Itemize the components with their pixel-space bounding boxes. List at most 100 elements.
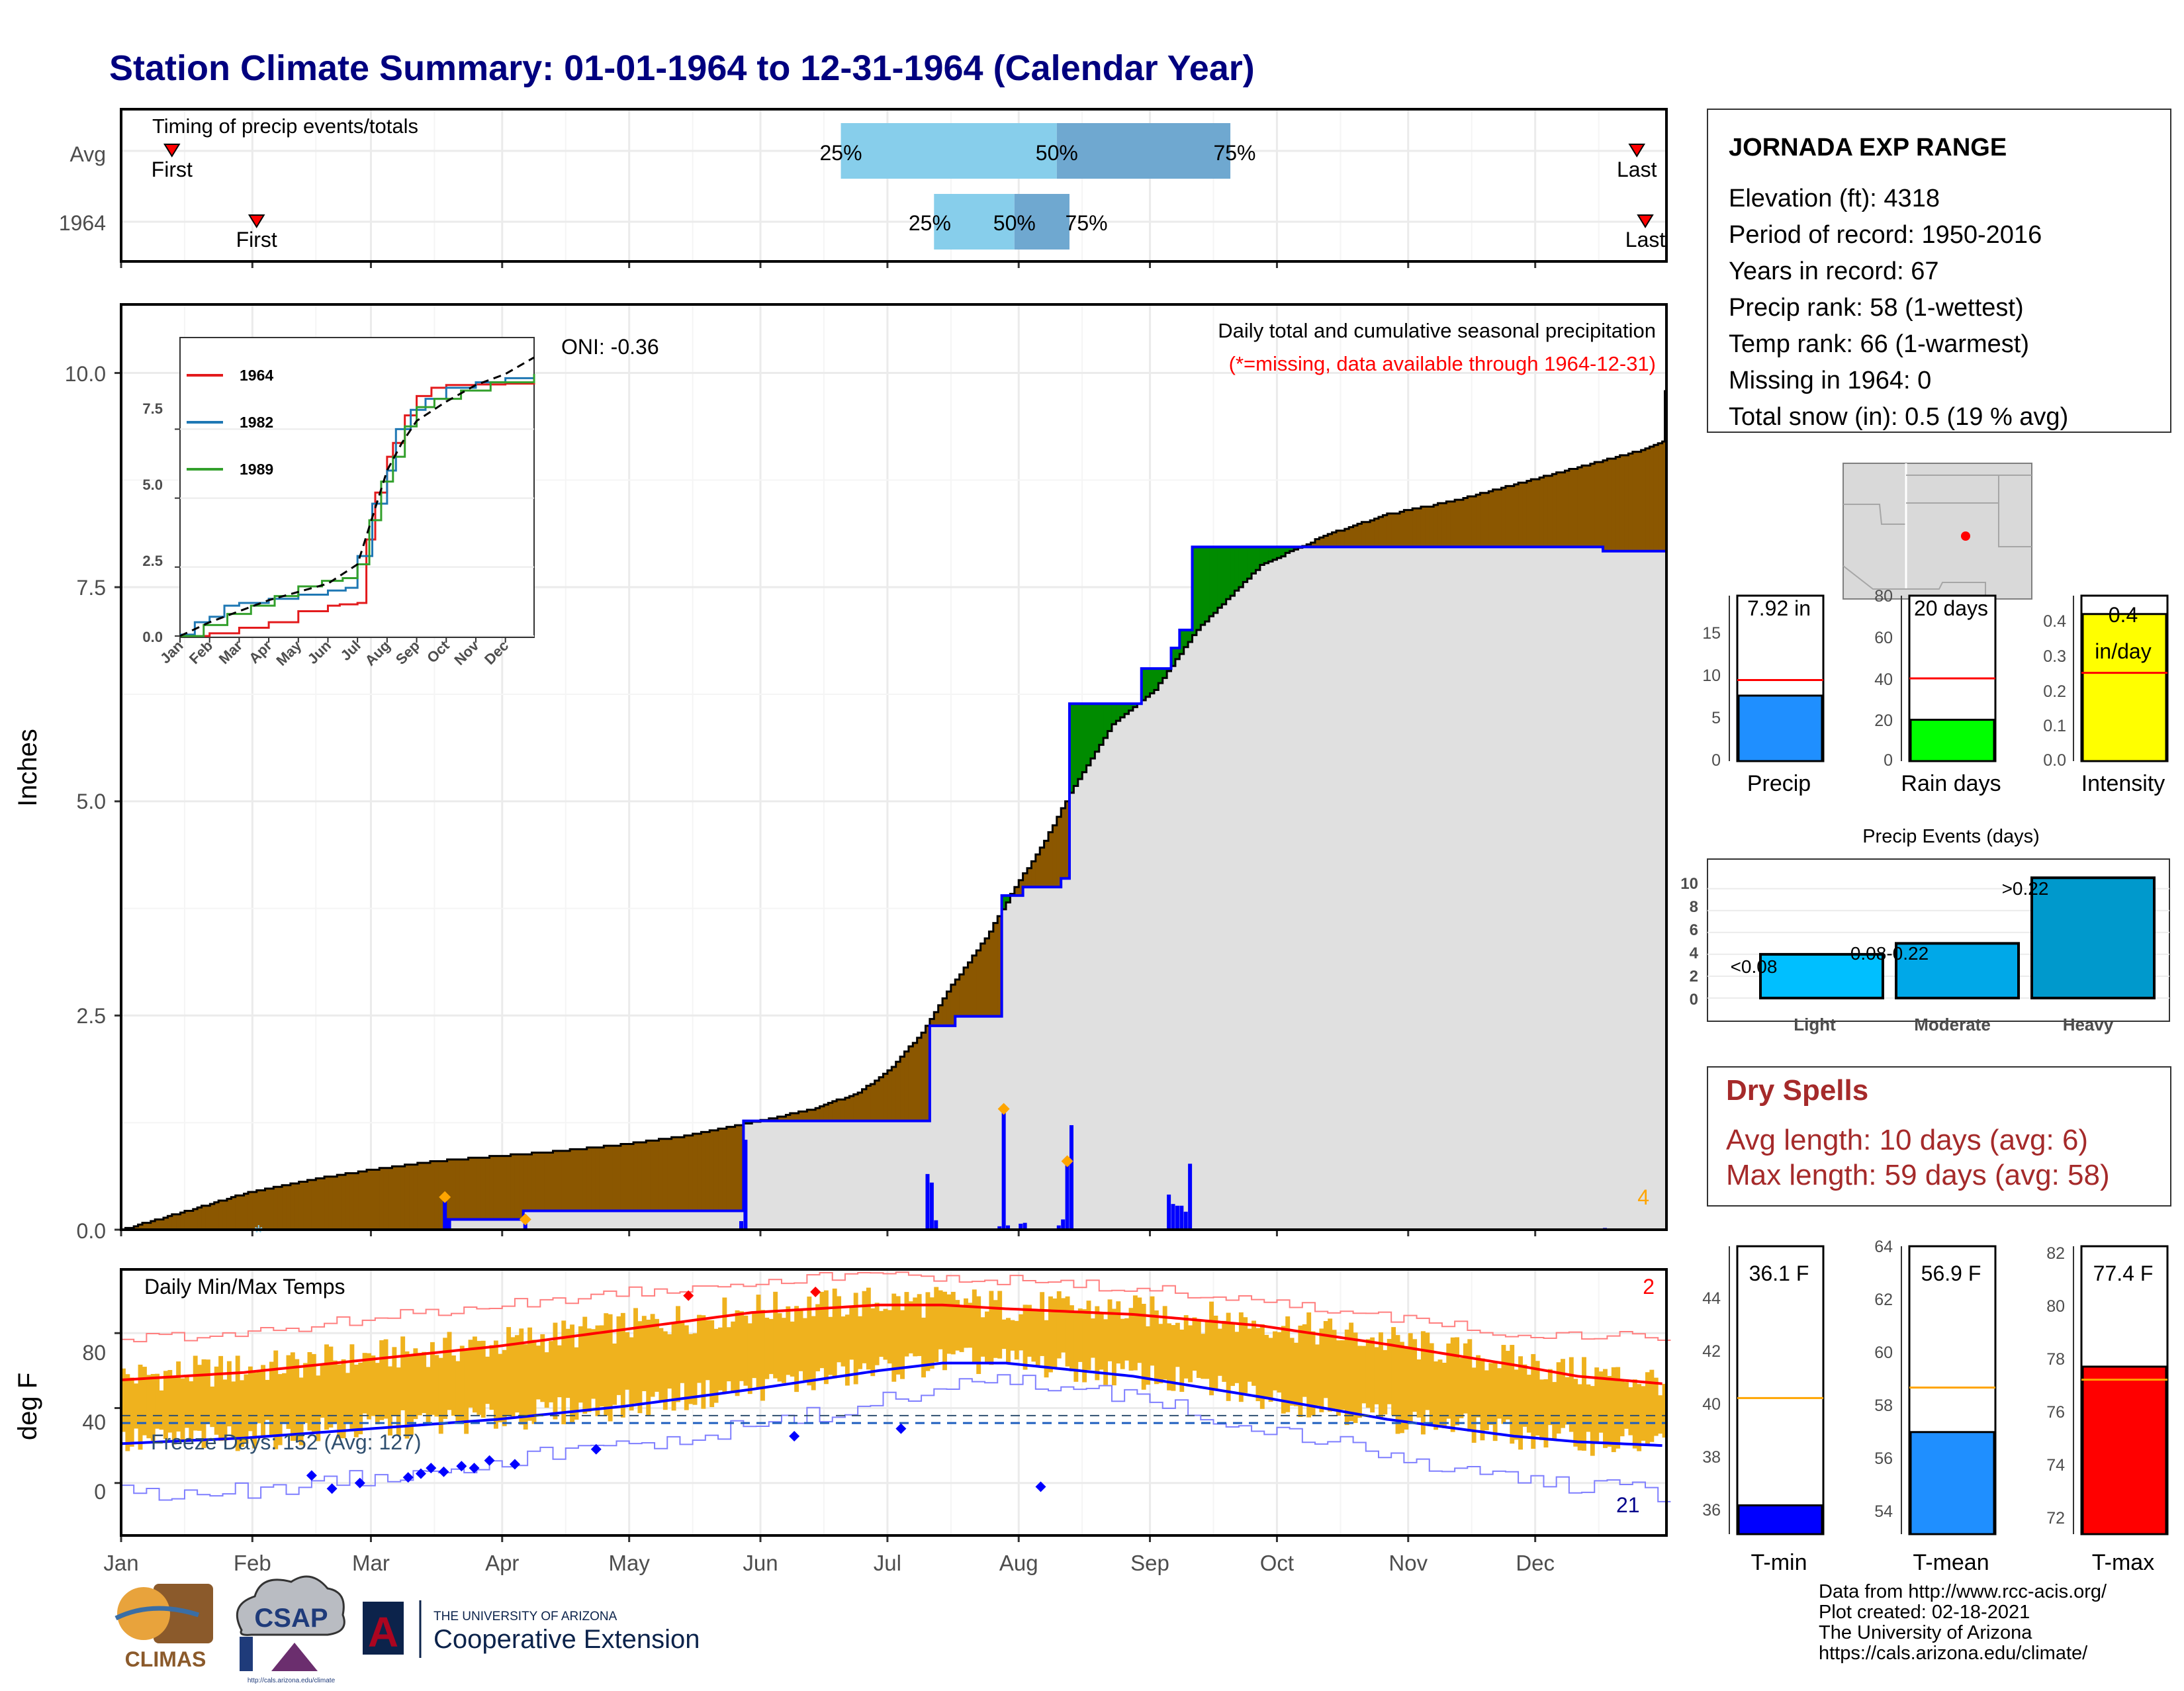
- precip-deficit-column: [900, 1056, 905, 1121]
- precip-deficit-column: [510, 1154, 516, 1220]
- daily-temp-range-bar: [1277, 1332, 1282, 1393]
- daily-temp-range-bar: [134, 1383, 139, 1429]
- daily-temp-range-bar: [1175, 1322, 1180, 1367]
- precip-surplus-column: [1179, 629, 1185, 655]
- daily-temp-range-bar: [1484, 1370, 1489, 1431]
- precip-deficit-column: [633, 1142, 639, 1211]
- daily-temp-range-bar: [1510, 1345, 1515, 1444]
- daily-temp-range-bar: [591, 1329, 596, 1399]
- daily-temp-range-bar: [150, 1374, 156, 1441]
- daily-temp-range-bar: [540, 1334, 545, 1402]
- precip-deficit-column: [1624, 455, 1629, 551]
- daily-temp-range-bar: [887, 1310, 892, 1364]
- daily-temp-range-bar: [180, 1378, 185, 1441]
- daily-temp-range-bar: [1247, 1328, 1252, 1382]
- precip-deficit-column: [819, 1106, 825, 1121]
- daily-temp-range-bar: [620, 1312, 625, 1418]
- tmean-tick-58: 58: [1874, 1396, 1893, 1415]
- daily-temp-range-bar: [1146, 1326, 1151, 1385]
- dry-spells-frame: [1707, 1066, 2171, 1207]
- timing-year-label: 1964: [59, 211, 106, 235]
- daily-temp-range-bar: [980, 1317, 985, 1357]
- year-q75-label: 75%: [1066, 211, 1108, 235]
- precip-deficit-column: [286, 1185, 291, 1230]
- csap-logo-mountain: [271, 1643, 318, 1671]
- daily-temp-range-bar: [1594, 1367, 1600, 1443]
- daily-temp-range-bar: [633, 1308, 638, 1404]
- precip-deficit-column: [1526, 480, 1531, 547]
- daily-temp-range-bar: [1561, 1359, 1565, 1428]
- daily-temp-range-bar: [1497, 1368, 1502, 1419]
- precip-subtitle: (*=missing, data available through 1964-…: [1229, 352, 1656, 375]
- events-cat-heavy: Heavy: [2063, 1015, 2114, 1034]
- daily-temp-range-bar: [739, 1311, 744, 1381]
- station-line-snow: Total snow (in): 0.5 (19 % avg): [1729, 403, 2068, 431]
- precip-deficit-column: [929, 1019, 934, 1026]
- raindays-tick-0: 0: [1884, 751, 1893, 770]
- summary-bar-precip: [1737, 694, 1823, 762]
- tmin-tick-44: 44: [1702, 1289, 1721, 1308]
- events-tick-10: 10: [1680, 875, 1698, 893]
- daily-temp-range-bar: [1040, 1292, 1045, 1356]
- daily-temp-range-bar: [1188, 1325, 1193, 1383]
- precip-surplus-column: [1111, 704, 1116, 725]
- month-label-jun: Jun: [743, 1551, 778, 1575]
- precip-deficit-column: [1450, 501, 1455, 547]
- daily-temp-range-bar: [404, 1351, 410, 1439]
- tmean-tick-54: 54: [1874, 1502, 1893, 1521]
- precip-deficit-column: [231, 1197, 236, 1230]
- inset-lines: [175, 356, 535, 637]
- precip-deficit-column: [1484, 492, 1489, 547]
- precip-deficit-column: [1594, 462, 1600, 547]
- precip-deficit-column: [167, 1216, 173, 1230]
- daily-temp-range-bar: [1069, 1305, 1074, 1371]
- daily-temp-range-bar: [210, 1386, 215, 1428]
- precip-deficit-column: [197, 1207, 203, 1230]
- precip-deficit-column: [1471, 496, 1477, 547]
- daily-temp-range-bar: [811, 1316, 816, 1391]
- tmean-tick-56: 56: [1874, 1449, 1893, 1468]
- events-bars: [1707, 876, 2169, 1000]
- daily-temp-range-bar: [1077, 1308, 1083, 1362]
- daily-temp-range-bar: [1628, 1387, 1633, 1436]
- daily-temp-range-bar: [1522, 1364, 1527, 1427]
- precip-deficit-column: [295, 1183, 300, 1230]
- precip-ytick-4: 10.0: [65, 362, 106, 386]
- precip-deficit-column: [189, 1211, 194, 1230]
- tmean-value-text: 56.9 F: [1921, 1261, 1981, 1285]
- precip-deficit-column: [1052, 825, 1058, 888]
- daily-temp-range-bar: [417, 1353, 422, 1416]
- climas-logo-sun: [117, 1587, 170, 1640]
- daily-temp-range-bar: [1035, 1309, 1040, 1366]
- precip-deficit-column: [1653, 445, 1659, 551]
- precip-deficit-column: [659, 1138, 664, 1211]
- precip-bar-label: Precip: [1747, 771, 1811, 796]
- avg-q50-label: 50%: [1036, 141, 1078, 165]
- daily-temp-range-bar: [121, 1368, 126, 1432]
- daily-temp-range-bar: [659, 1328, 664, 1401]
- inset-series-1989: [180, 374, 535, 637]
- events-tick-8: 8: [1690, 898, 1698, 916]
- precip-deficit-column: [1048, 832, 1053, 888]
- daily-temp-range-bar: [697, 1314, 702, 1383]
- locator-map: [1843, 463, 2032, 600]
- precip-surplus-column: [1162, 668, 1167, 678]
- daily-temp-range-bar: [828, 1316, 833, 1375]
- precip-deficit-column: [1573, 469, 1578, 547]
- daily-precip-bar: [1001, 1109, 1006, 1230]
- precip-deficit-column: [620, 1144, 625, 1211]
- events-cat-light: Light: [1794, 1015, 1836, 1034]
- precip-surplus-column: [1243, 547, 1248, 582]
- daily-precip-bar: [443, 1197, 447, 1230]
- dry-spells-avg: Avg length: 10 days (avg: 6): [1726, 1124, 2088, 1156]
- precip-surplus-column: [1183, 629, 1189, 647]
- precip-deficit-column: [311, 1179, 316, 1230]
- daily-precip-bar: [1188, 1164, 1193, 1230]
- daily-temp-range-bar: [138, 1364, 143, 1450]
- daily-temp-range-bar: [307, 1351, 312, 1431]
- precip-deficit-column: [396, 1166, 401, 1230]
- precip-deficit-column: [1505, 486, 1510, 547]
- daily-temp-range-bar: [303, 1363, 308, 1424]
- precip-deficit-column: [502, 1156, 507, 1220]
- precip-ytick-2: 5.0: [77, 790, 106, 813]
